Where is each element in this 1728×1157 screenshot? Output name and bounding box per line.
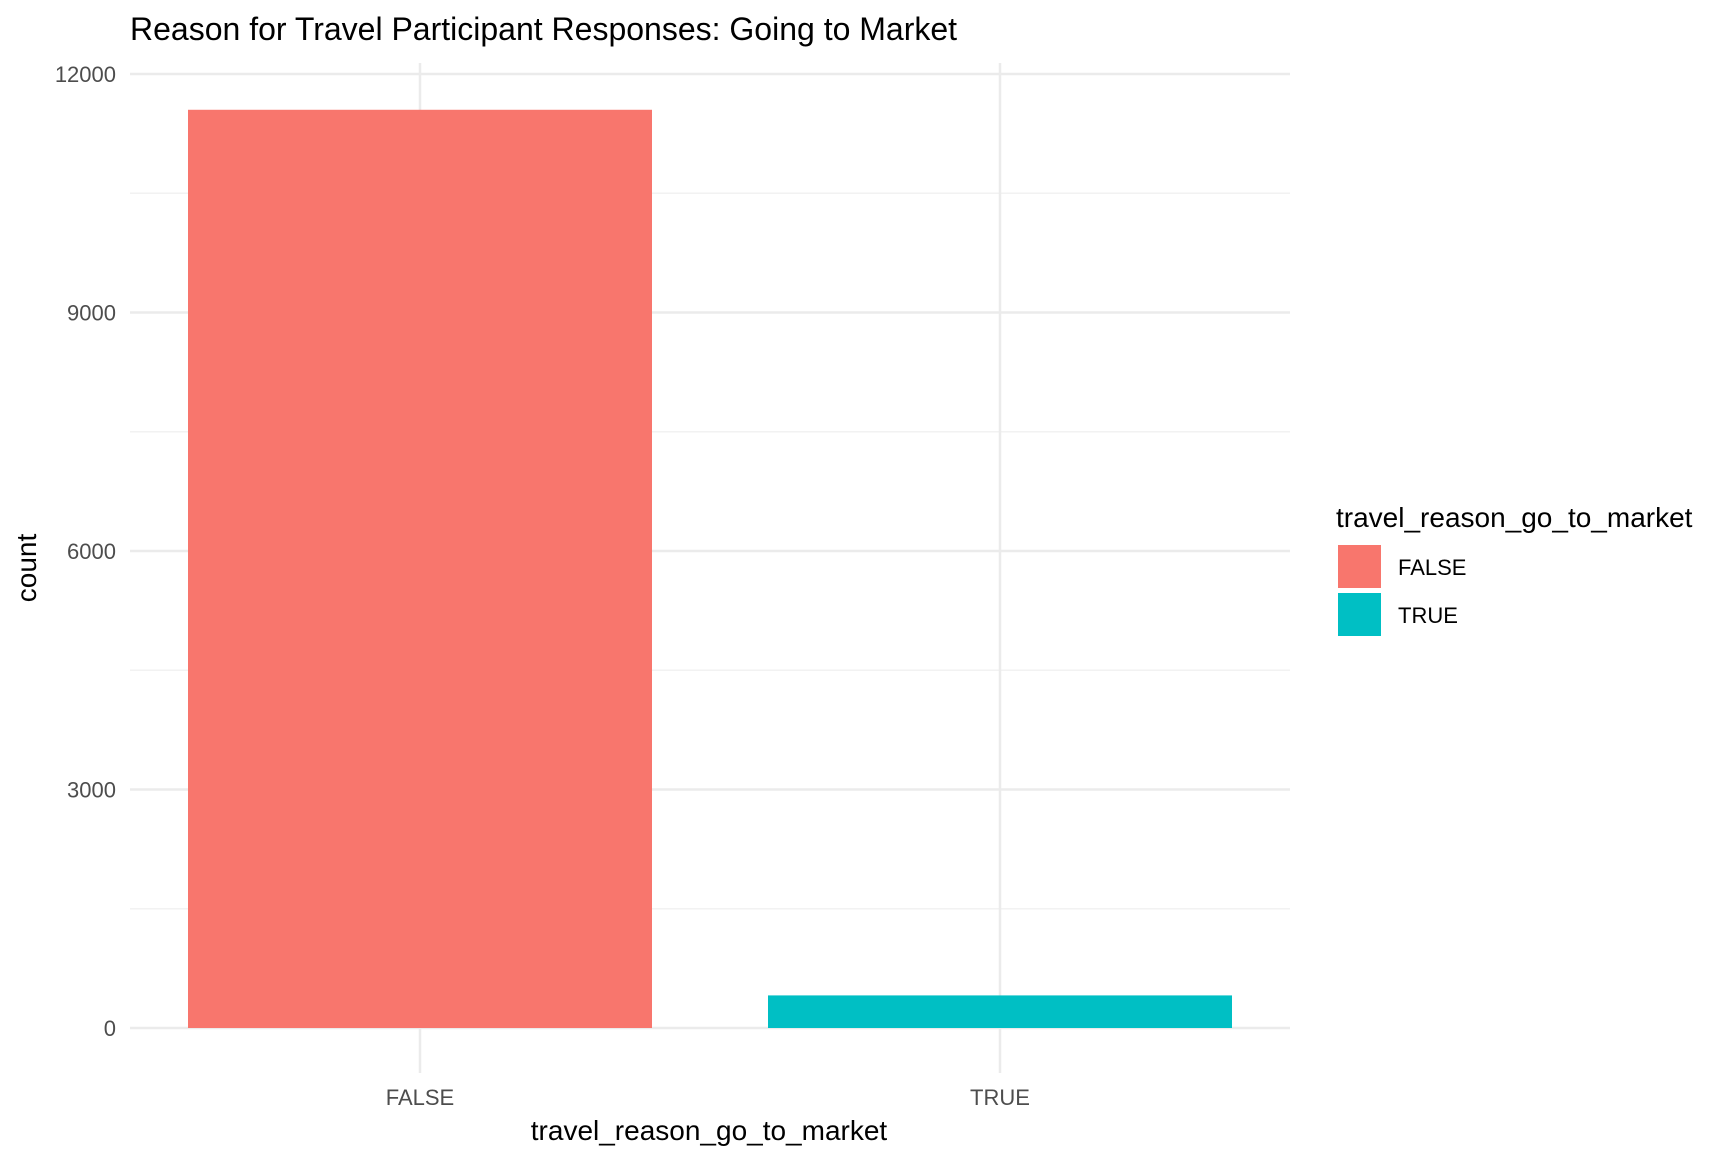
legend-label: FALSE xyxy=(1398,555,1466,580)
x-tick-label: FALSE xyxy=(386,1085,454,1110)
legend-entries: FALSE TRUE xyxy=(1338,545,1466,636)
bar-false xyxy=(188,109,652,1028)
x-tick-label: TRUE xyxy=(970,1085,1030,1110)
y-axis-title: count xyxy=(11,534,42,603)
legend-label: TRUE xyxy=(1398,603,1458,628)
y-tick-label: 6000 xyxy=(67,539,116,564)
legend-title: travel_reason_go_to_market xyxy=(1336,502,1693,533)
axis-layer: 0 3000 6000 9000 12000 FALSE TRUE xyxy=(55,62,1030,1110)
y-tick-label: 3000 xyxy=(67,778,116,803)
y-tick-label: 0 xyxy=(104,1016,116,1041)
legend-key-false xyxy=(1338,545,1381,588)
legend: travel_reason_go_to_market FALSE TRUE xyxy=(1336,502,1693,636)
bar-true xyxy=(768,995,1232,1028)
x-axis-title: travel_reason_go_to_market xyxy=(531,1115,888,1146)
bars-layer xyxy=(188,109,1232,1028)
chart-title: Reason for Travel Participant Responses:… xyxy=(130,11,957,47)
legend-key-true xyxy=(1338,593,1381,636)
y-tick-label: 9000 xyxy=(67,301,116,326)
y-tick-label: 12000 xyxy=(55,62,116,87)
